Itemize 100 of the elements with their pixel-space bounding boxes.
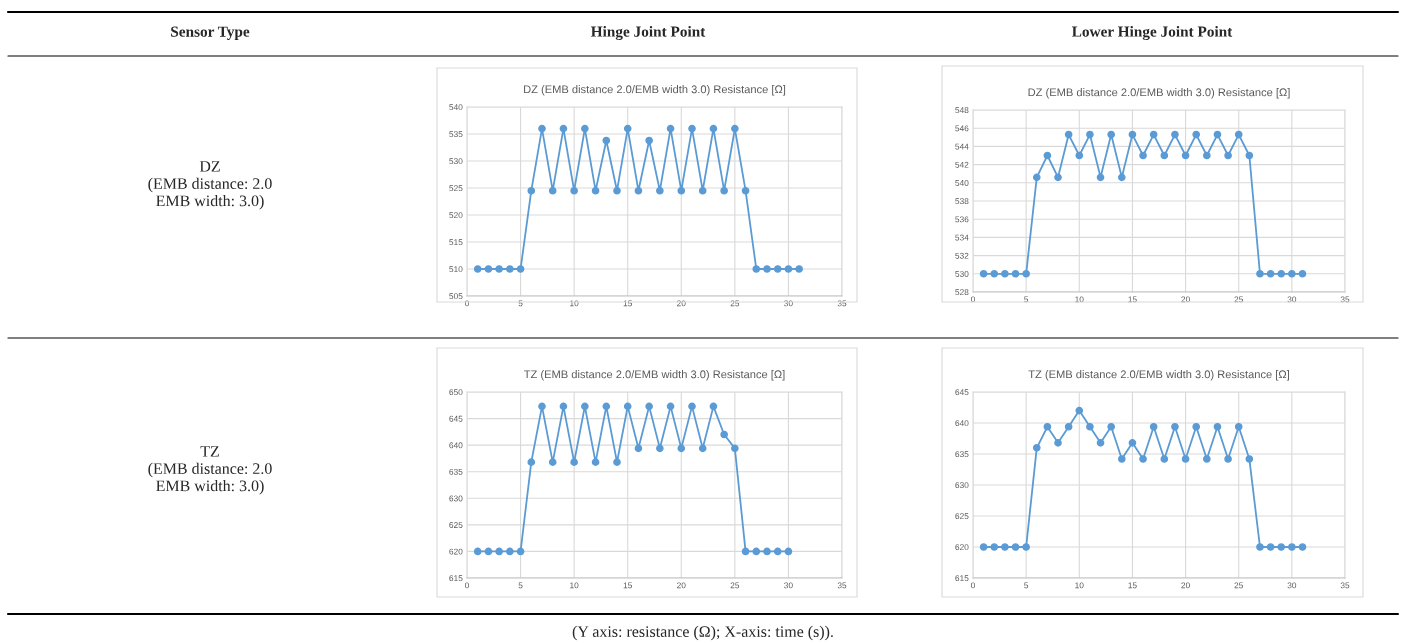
x-tick-label: 30 (784, 582, 793, 589)
x-tick-label: 20 (677, 300, 686, 307)
x-tick-label: 5 (518, 582, 523, 589)
point (763, 265, 771, 273)
point (1139, 455, 1147, 463)
point (570, 458, 578, 466)
point (473, 547, 482, 556)
y-tick-label: 548 (955, 107, 969, 114)
point (602, 136, 611, 145)
point (795, 265, 803, 273)
y-tick-label: 640 (955, 420, 969, 427)
chart-title: TZ (EMB distance 2.0/EMB width 3.0) Resistance [Ω] (524, 370, 785, 381)
point (613, 458, 621, 466)
point (1256, 269, 1264, 278)
y-tick-label: 620 (449, 548, 463, 555)
point (1149, 422, 1158, 431)
x-tick-label: 25 (1234, 582, 1243, 589)
point (763, 547, 771, 556)
y-tick-label: 540 (955, 180, 969, 186)
y-tick-label: 620 (955, 544, 969, 551)
point (538, 402, 546, 411)
point (1213, 422, 1222, 431)
x-tick-label: 15 (623, 582, 632, 589)
y-tick-label: 520 (449, 212, 463, 219)
point (1096, 173, 1105, 182)
text: Lower Hinge Joint Point (1071, 26, 1233, 40)
point (784, 265, 793, 273)
point (527, 186, 536, 195)
point (623, 402, 632, 411)
point (559, 402, 568, 411)
x-tick-label: 35 (1340, 296, 1350, 303)
point (1181, 151, 1190, 160)
point (1064, 130, 1073, 139)
y-tick-label: 505 (449, 293, 463, 300)
point (1075, 406, 1084, 415)
x-tick-label: 5 (1024, 582, 1029, 589)
point (1213, 130, 1222, 139)
point (731, 124, 739, 133)
point (990, 269, 999, 278)
x-tick-label: 0 (465, 582, 469, 589)
text: Sensor Type (171, 26, 250, 40)
point (538, 124, 546, 133)
point (1043, 422, 1052, 431)
x-tick-label: 15 (623, 300, 632, 307)
y-tick-label: 525 (449, 185, 463, 192)
point (656, 444, 664, 453)
point (1224, 455, 1232, 463)
point (1203, 151, 1211, 160)
point (1149, 130, 1158, 139)
chart-title: DZ (EMB distance 2.0/EMB width 3.0) Resistance [Ω] (524, 85, 786, 96)
point (1234, 130, 1243, 139)
point (1054, 439, 1062, 447)
x-tick-label: 35 (837, 582, 847, 589)
x-tick-label: 10 (570, 582, 579, 589)
x-tick-label: 10 (1075, 582, 1084, 589)
x-tick-label: 25 (730, 582, 740, 589)
point (1277, 543, 1286, 551)
point (613, 186, 621, 195)
point (688, 124, 696, 133)
point (709, 402, 718, 411)
text: DZ (EMB distance: 2.0 EMB width: 3.0) (148, 161, 272, 210)
point (1160, 455, 1169, 463)
point (1096, 439, 1105, 447)
y-tick-label: 542 (955, 161, 969, 168)
point (666, 402, 675, 411)
point (1032, 173, 1041, 182)
point (1064, 422, 1073, 431)
point (1192, 422, 1201, 431)
point (1266, 543, 1275, 551)
y-tick-label: 535 (449, 131, 463, 138)
y-tick-label: 515 (449, 239, 463, 246)
y-tick-label: 530 (449, 158, 463, 165)
point (1022, 543, 1030, 551)
point (516, 265, 525, 273)
point (741, 547, 750, 556)
point (495, 547, 503, 556)
point (1171, 422, 1179, 431)
point (1107, 130, 1115, 139)
point (581, 124, 589, 133)
point (990, 543, 999, 551)
point (548, 186, 557, 195)
point (677, 186, 686, 195)
point (1171, 130, 1179, 139)
text: (Y axis: resistance (Ω); X-axis: time (s)). (572, 625, 833, 641)
point (666, 124, 675, 133)
point (1298, 543, 1307, 551)
point (1011, 543, 1020, 551)
point (1245, 455, 1254, 463)
point (709, 124, 718, 133)
point (1075, 151, 1084, 160)
y-tick-label: 540 (449, 104, 463, 111)
point (1266, 269, 1275, 278)
point (979, 543, 988, 551)
y-tick-label: 625 (449, 522, 463, 528)
x-tick-label: 5 (518, 300, 523, 307)
point (784, 547, 793, 556)
x-tick-label: 30 (1287, 296, 1297, 303)
point (688, 402, 696, 411)
point (1277, 269, 1286, 278)
point (570, 186, 578, 195)
